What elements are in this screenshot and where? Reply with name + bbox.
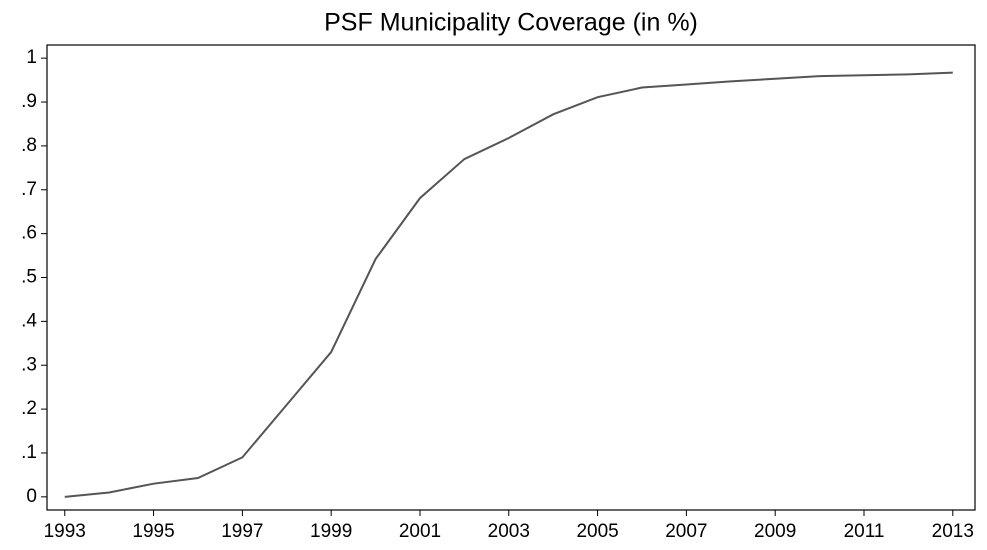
x-tick-label: 2009 [754, 521, 796, 542]
x-tick-label: 2005 [576, 521, 618, 542]
x-tick-label: 2013 [932, 521, 974, 542]
x-tick-label: 2011 [844, 521, 885, 542]
x-tick-label: 2001 [399, 521, 441, 542]
x-tick-label: 1999 [310, 521, 352, 542]
line [64, 71, 953, 498]
x-tick-label: 2007 [665, 521, 707, 542]
chart-title: PSF Municipality Coverage (in %) [324, 9, 698, 37]
y-tick-label: .2 [21, 398, 37, 419]
y-tick-label: .1 [21, 442, 37, 463]
y-tick-label: .6 [21, 223, 37, 244]
y-tick-label: .9 [21, 91, 37, 112]
x-tick-label: 1993 [44, 521, 86, 542]
plot-frame [46, 44, 976, 511]
y-tick-label: .4 [21, 310, 37, 331]
y-tick-label: 1 [26, 47, 37, 68]
x-tick-label: 1995 [132, 521, 174, 542]
y-tick-label: .7 [21, 179, 37, 200]
y-tick-label: .8 [21, 135, 37, 156]
x-tick-label: 1997 [221, 521, 263, 542]
y-tick-label: .5 [21, 267, 37, 288]
y-tick-label: .3 [21, 354, 37, 375]
y-tick-label: 0 [26, 486, 37, 507]
x-tick-label: 2003 [488, 521, 530, 542]
